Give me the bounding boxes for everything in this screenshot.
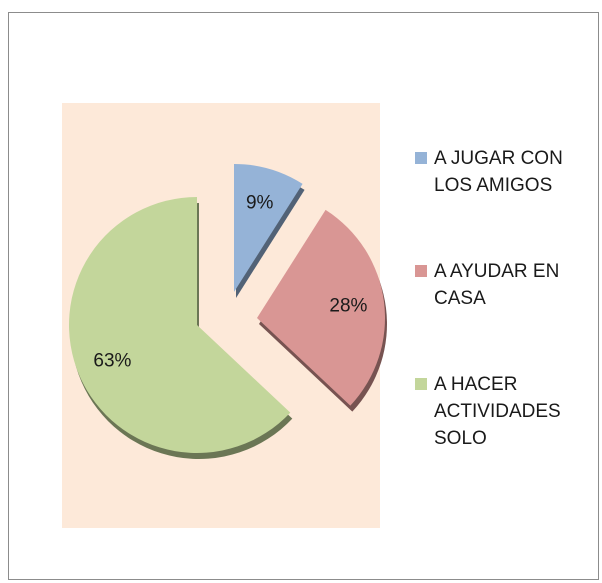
legend-label: A HACER ACTIVIDADES SOLO: [434, 374, 561, 449]
data-label: 63%: [93, 351, 131, 372]
slice: [234, 164, 303, 292]
legend-label: A AYUDAR EN CASA: [434, 261, 560, 309]
slice: [257, 209, 385, 406]
data-label: 9%: [246, 193, 274, 214]
legend-swatch: [415, 265, 427, 277]
legend-label: A JUGAR CON LOS AMIGOS: [434, 148, 563, 196]
data-label: 28%: [329, 295, 367, 316]
legend-swatch: [415, 378, 427, 390]
chart-frame: [8, 12, 599, 580]
legend-swatch: [415, 152, 427, 164]
slice: [68, 197, 291, 453]
